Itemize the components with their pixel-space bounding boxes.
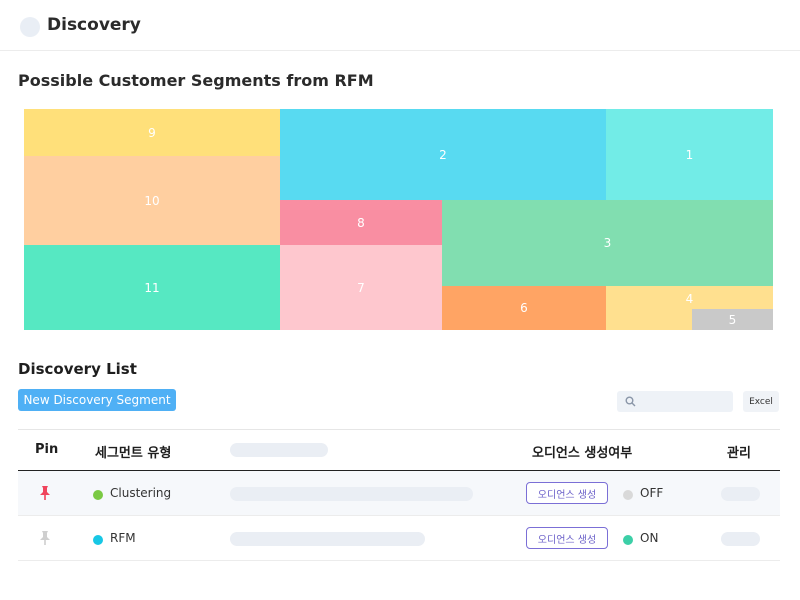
table-header: Pin 세그먼트 유형 오디언스 생성여부 관리 [18,429,780,471]
status-dot [623,535,633,545]
column-segment-type: 세그먼트 유형 [95,446,172,461]
treemap-cell-label: 4 [685,292,694,306]
discovery-list-title: Discovery List [18,360,137,378]
column-pin: Pin [35,442,59,457]
status-dot [623,490,633,500]
discovery-table: Pin 세그먼트 유형 오디언스 생성여부 관리 Clustering 오디언스… [18,429,780,561]
treemap-cell-6[interactable]: 6 [442,286,606,330]
segment-name: Clustering [110,486,172,500]
treemap-cell-label: 5 [728,312,737,327]
treemap-cell-label: 9 [148,125,156,140]
app-logo-icon [20,17,40,37]
description-placeholder [230,532,425,546]
treemap-cell-4[interactable]: 4 [606,286,773,330]
section-title: Possible Customer Segments from RFM [18,71,374,90]
treemap-cell-11[interactable]: 11 [24,245,280,330]
column-placeholder [230,443,328,457]
create-audience-button[interactable]: 오디언스 생성 [526,482,608,504]
segment-treemap: 9 2 1 10 8 3 11 7 6 4 5 [24,109,773,330]
audience-status: ON [640,531,659,545]
treemap-cell-10[interactable]: 10 [24,156,280,245]
table-row: Clustering 오디언스 생성 OFF [18,471,780,516]
segment-color-dot [93,490,103,500]
treemap-cell-label: 11 [144,280,160,295]
pin-icon[interactable] [38,530,52,550]
treemap-cell-2[interactable]: 2 [280,109,606,200]
treemap-cell-8[interactable]: 8 [280,200,442,245]
create-audience-button[interactable]: 오디언스 생성 [526,527,608,549]
treemap-cell-label: 1 [685,147,694,162]
treemap-cell-5[interactable]: 5 [692,309,773,330]
search-icon [625,396,636,407]
treemap-cell-7[interactable]: 7 [280,245,442,330]
search-input[interactable] [641,391,729,412]
column-audience-status: 오디언스 생성여부 [532,446,633,461]
treemap-cell-label: 10 [144,193,160,208]
treemap-cell-label: 6 [520,301,528,315]
treemap-cell-label: 8 [357,215,365,230]
app-header: Discovery [0,0,800,51]
search-box[interactable] [617,391,733,412]
segment-name: RFM [110,531,136,545]
column-manage: 관리 [727,446,751,461]
treemap-cell-3[interactable]: 3 [442,200,773,286]
new-discovery-segment-button[interactable]: New Discovery Segment [18,389,176,411]
segment-color-dot [93,535,103,545]
treemap-cell-9[interactable]: 9 [24,109,280,156]
treemap-cell-1[interactable]: 1 [606,109,773,200]
audience-status: OFF [640,486,664,500]
pin-icon[interactable] [38,485,52,505]
page-title: Discovery [47,15,141,35]
excel-export-button[interactable]: Excel [743,391,779,412]
description-placeholder [230,487,473,501]
treemap-cell-label: 3 [603,236,612,250]
treemap-cell-label: 7 [357,280,365,295]
treemap-cell-label: 2 [439,147,447,162]
manage-actions-placeholder[interactable] [721,487,760,501]
table-row: RFM 오디언스 생성 ON [18,516,780,561]
manage-actions-placeholder[interactable] [721,532,760,546]
